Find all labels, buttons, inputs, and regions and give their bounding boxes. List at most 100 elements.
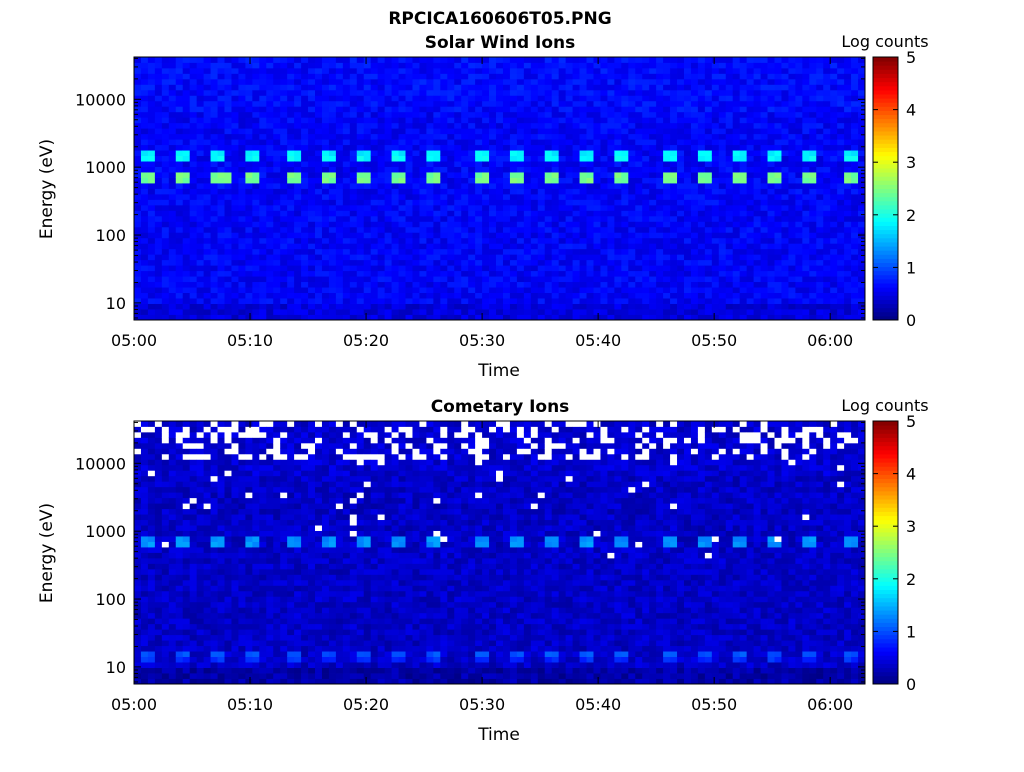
heatmap-cell xyxy=(502,144,511,151)
heatmap-cell xyxy=(823,259,831,266)
heatmap-cell xyxy=(663,177,671,184)
heatmap-cell xyxy=(753,314,761,321)
heatmap-cell xyxy=(600,226,608,233)
heatmap-cell xyxy=(635,193,643,200)
heatmap-cell xyxy=(134,276,142,283)
heatmap-cell xyxy=(273,57,281,63)
heatmap-cell xyxy=(482,265,490,272)
heatmap-cell xyxy=(704,292,713,299)
heatmap-cell xyxy=(558,155,567,162)
heatmap-cell xyxy=(398,100,406,107)
heatmap-cell xyxy=(663,161,671,167)
heatmap-cell xyxy=(301,100,309,107)
heatmap-cell xyxy=(245,172,253,178)
heatmap-cell xyxy=(781,144,789,151)
heatmap-cell xyxy=(767,89,775,96)
heatmap-cell xyxy=(489,232,497,239)
heatmap-cell xyxy=(301,144,309,151)
heatmap-cell xyxy=(203,57,211,63)
heatmap-cell xyxy=(496,287,504,294)
heatmap-cell xyxy=(349,221,358,228)
heatmap-cell xyxy=(537,106,546,113)
heatmap-cell xyxy=(433,73,441,80)
heatmap-cell xyxy=(384,193,392,200)
heatmap-cell xyxy=(656,226,664,233)
heatmap-cell xyxy=(182,292,191,299)
heatmap-cell xyxy=(551,226,560,233)
heatmap-cell xyxy=(182,210,191,217)
heatmap-cell xyxy=(690,166,699,173)
heatmap-cell xyxy=(231,172,239,178)
heatmap-cell xyxy=(642,254,650,261)
heatmap-cell xyxy=(154,177,163,184)
heatmap-cell xyxy=(147,188,156,195)
heatmap-cell xyxy=(203,204,211,211)
heatmap-cell xyxy=(189,199,198,206)
heatmap-cell xyxy=(558,133,567,140)
heatmap-cell xyxy=(475,265,483,272)
heatmap-cell xyxy=(565,303,573,310)
heatmap-cell xyxy=(335,117,344,124)
heatmap-cell xyxy=(287,232,295,239)
heatmap-cell xyxy=(238,166,246,173)
heatmap-cell xyxy=(147,232,156,239)
heatmap-cell xyxy=(161,183,170,189)
heatmap-cell xyxy=(523,150,532,157)
heatmap-cell xyxy=(544,254,553,261)
heatmap-cell xyxy=(516,314,525,321)
heatmap-cell xyxy=(398,259,406,266)
heatmap-cell xyxy=(628,237,636,244)
heatmap-cell xyxy=(440,298,448,304)
heatmap-cell xyxy=(767,303,775,310)
heatmap-cell xyxy=(760,89,768,96)
heatmap-cell xyxy=(816,204,824,211)
heatmap-cell xyxy=(628,161,636,167)
heatmap-cell xyxy=(245,276,253,283)
heatmap-cell xyxy=(196,62,205,69)
heatmap-cell xyxy=(823,287,831,294)
heatmap-cell xyxy=(523,177,532,184)
heatmap-cell xyxy=(175,276,184,283)
heatmap-cell xyxy=(370,84,379,91)
heatmap-cell xyxy=(663,193,671,200)
heatmap-cell xyxy=(851,314,859,321)
heatmap-cell xyxy=(663,111,671,118)
heatmap-cell xyxy=(189,193,198,200)
heatmap-cell xyxy=(294,111,302,118)
heatmap-cell xyxy=(398,144,406,151)
heatmap-cell xyxy=(356,172,365,178)
heatmap-cell xyxy=(774,67,782,74)
heatmap-cell xyxy=(830,117,838,124)
heatmap-cell xyxy=(140,314,149,321)
heatmap-cell xyxy=(356,243,365,250)
heatmap-cell xyxy=(182,89,191,96)
heatmap-cell xyxy=(426,73,434,80)
heatmap-cell xyxy=(398,204,406,211)
heatmap-cell xyxy=(189,221,198,228)
heatmap-cell xyxy=(231,183,239,189)
heatmap-cell xyxy=(475,199,483,206)
heatmap-cell xyxy=(502,183,511,189)
heatmap-cell xyxy=(349,265,358,272)
heatmap-cell xyxy=(565,254,573,261)
heatmap-cell xyxy=(321,204,330,211)
heatmap-cell xyxy=(377,237,386,244)
heatmap-cell xyxy=(391,172,399,178)
heatmap-cell xyxy=(342,155,351,162)
heatmap-cell xyxy=(837,281,845,288)
heatmap-cell xyxy=(419,67,427,74)
heatmap-cell xyxy=(858,309,866,315)
heatmap-cell xyxy=(196,128,205,135)
heatmap-cell xyxy=(502,111,511,118)
heatmap-cell xyxy=(391,57,399,63)
heatmap-cell xyxy=(468,84,476,91)
heatmap-cell xyxy=(656,155,664,162)
heatmap-cell xyxy=(356,133,365,140)
heatmap-cell xyxy=(224,117,232,124)
heatmap-cell xyxy=(468,193,476,200)
heatmap-cell xyxy=(565,281,573,288)
heatmap-cell xyxy=(245,270,253,277)
heatmap-cell xyxy=(816,155,824,162)
heatmap-cell xyxy=(635,221,643,228)
heatmap-cell xyxy=(168,270,177,277)
